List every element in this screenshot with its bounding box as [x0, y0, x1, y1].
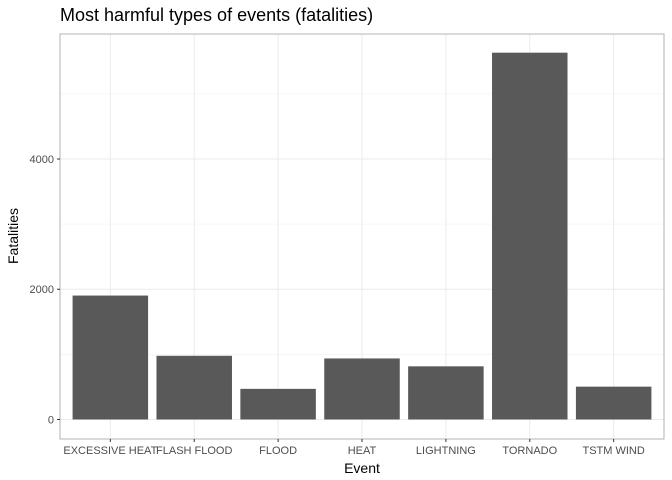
bars	[72, 52, 652, 420]
x-axis-title: Event	[344, 460, 380, 476]
y-axis-title: Fatalities	[5, 208, 21, 264]
bar-flood	[240, 388, 316, 420]
x-tick-label: LIGHTNING	[416, 445, 476, 457]
y-tick-label: 0	[48, 414, 54, 426]
x-tick-label: TORNADO	[502, 445, 557, 457]
x-tick-label: FLOOD	[259, 445, 297, 457]
bar-heat	[324, 358, 400, 420]
x-tick-label: HEAT	[348, 445, 377, 457]
bar-flash-flood	[156, 355, 232, 420]
bar-lightning	[408, 366, 484, 420]
y-tick-label: 2000	[30, 284, 54, 296]
bar-tstm-wind	[575, 386, 652, 420]
bar-excessive-heat	[72, 295, 149, 420]
y-tick-label: 4000	[30, 154, 54, 166]
x-tick-label: FLASH FLOOD	[156, 445, 232, 457]
bar-tornado	[492, 52, 568, 420]
x-tick-label: EXCESSIVE HEAT	[63, 445, 157, 457]
y-axis-ticks: 0 2000 4000	[30, 154, 60, 426]
chart-title: Most harmful types of events (fatalities…	[60, 5, 373, 25]
x-tick-label: TSTM WIND	[583, 445, 645, 457]
